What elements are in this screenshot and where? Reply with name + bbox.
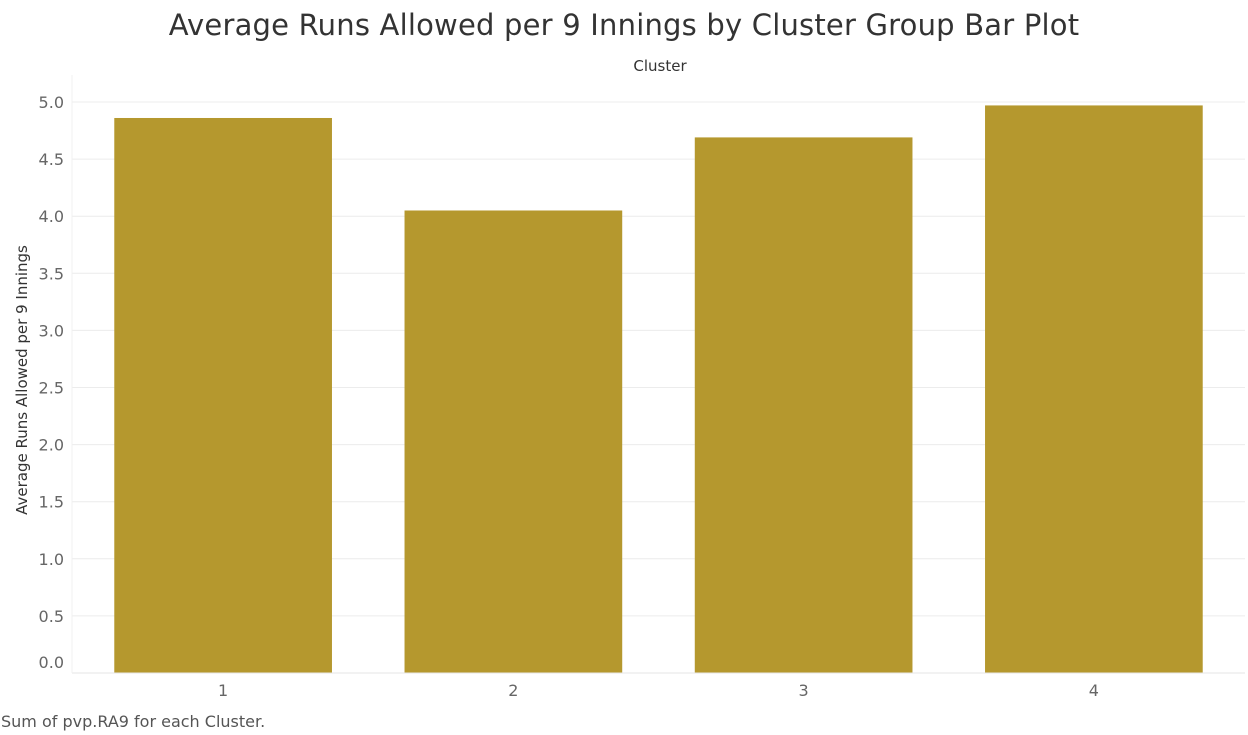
- bars: [114, 105, 1203, 674]
- y-tick-label: 0.0: [39, 653, 64, 672]
- x-tick-label: 3: [799, 681, 809, 700]
- y-tick-label: 0.5: [39, 607, 64, 626]
- y-tick-label: 5.0: [39, 93, 64, 112]
- x-axis-header: Cluster: [633, 57, 687, 75]
- y-tick-label: 4.0: [39, 207, 64, 226]
- y-tick-labels: 0.0 0.5 1.0 1.5 2.0 2.5 3.0 3.5 4.0 4.5 5.0: [39, 93, 64, 672]
- bar-cluster-4[interactable]: [985, 105, 1203, 673]
- y-tick-label: 2.5: [39, 379, 64, 398]
- y-tick-label: 3.0: [39, 321, 64, 340]
- x-tick-label: 4: [1089, 681, 1099, 700]
- x-tick-label: 1: [218, 681, 228, 700]
- chart-footnote: Sum of pvp.RA9 for each Cluster.: [1, 712, 266, 731]
- y-tick-label: 3.5: [39, 264, 64, 283]
- y-tick-label: 4.5: [39, 150, 64, 169]
- x-tick-label: 2: [508, 681, 518, 700]
- y-tick-label: 1.5: [39, 493, 64, 512]
- y-tick-label: 2.0: [39, 436, 64, 455]
- chart-title: Average Runs Allowed per 9 Innings by Cl…: [168, 8, 1080, 42]
- bar-cluster-1[interactable]: [114, 117, 332, 674]
- bar-cluster-3[interactable]: [694, 137, 913, 674]
- x-tick-labels: 1 2 3 4: [218, 681, 1099, 700]
- y-tick-label: 1.0: [39, 550, 64, 569]
- bar-cluster-2[interactable]: [404, 210, 623, 674]
